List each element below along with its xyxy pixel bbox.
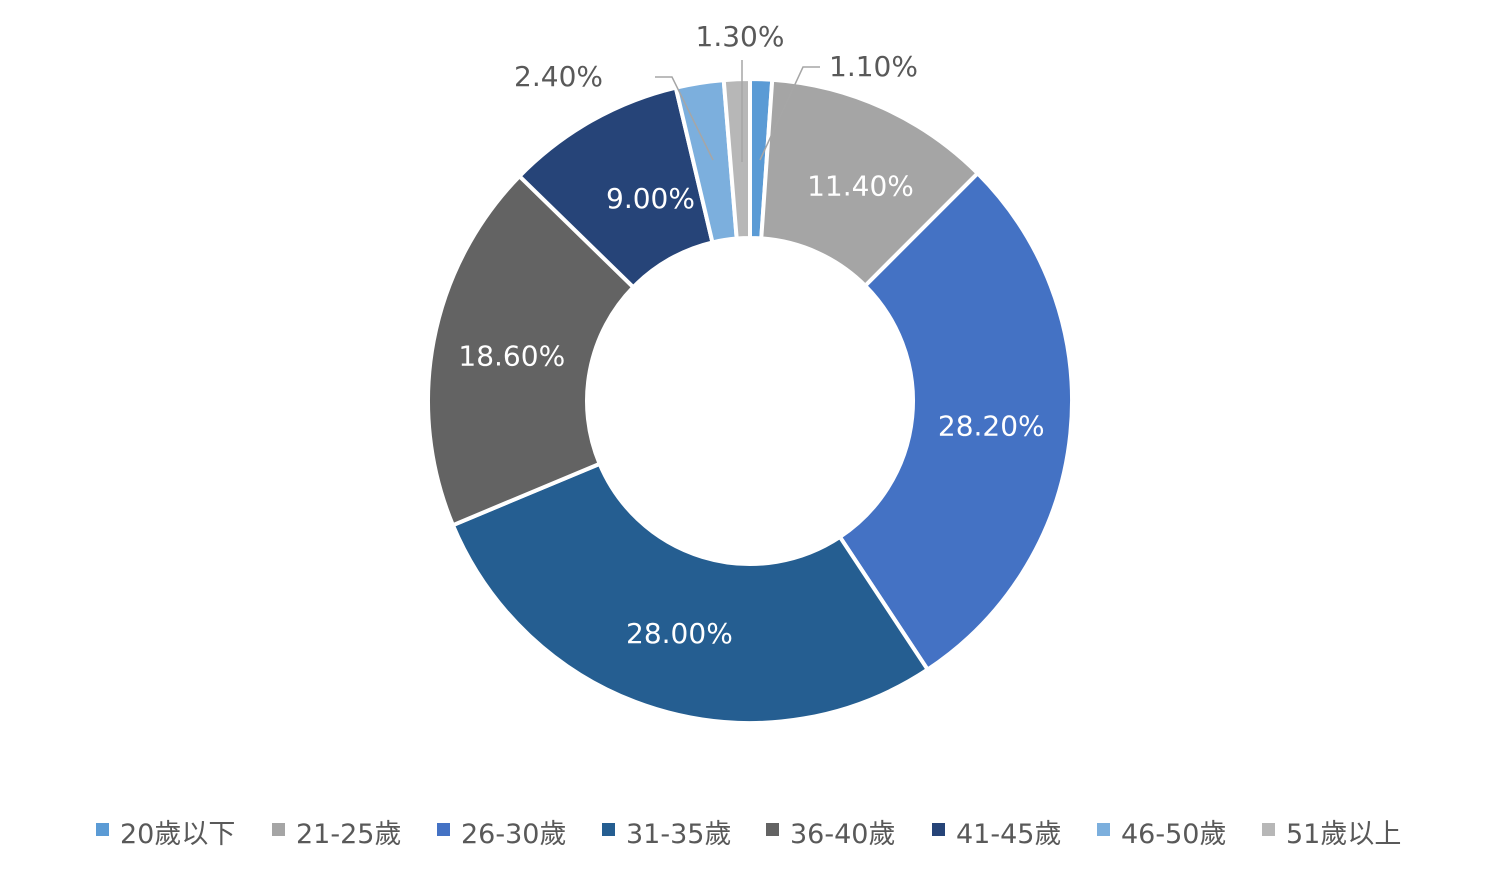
slice-31-35	[450, 461, 930, 725]
legend-item-26-30: 26-30歲	[437, 819, 566, 850]
slice-51-over	[721, 77, 752, 241]
data-label-26-30: 28.20%	[938, 409, 1045, 442]
legend-item-36-40: 36-40歲	[766, 819, 895, 850]
data-label-51-over: 1.30%	[696, 20, 785, 53]
slice-36-40	[426, 174, 636, 528]
legend-swatch-46-50	[1097, 823, 1110, 836]
data-label-36-40: 18.60%	[458, 340, 565, 373]
legend-label-21-25: 21-25歲	[296, 819, 401, 850]
legend-label-31-35: 31-35歲	[626, 819, 731, 850]
legend-label-51-over: 51歲以上	[1286, 819, 1401, 850]
legend: 20歲以下 21-25歲 26-30歲 31-35歲 36-40歲 41-45歲 46-50…	[96, 819, 1401, 850]
legend-item-46-50: 46-50歲	[1097, 819, 1226, 850]
legend-label-20-under: 20歲以下	[120, 819, 235, 850]
data-labels: 1.10% 11.40% 28.20% 28.00% 18.60% 9.00% 2.40% 1…	[458, 20, 1044, 650]
legend-label-36-40: 36-40歲	[790, 819, 895, 850]
legend-label-26-30: 26-30歲	[461, 819, 566, 850]
leader-lines	[655, 60, 820, 162]
legend-item-31-35: 31-35歲	[602, 819, 731, 850]
leader-line-46-50	[655, 76, 714, 161]
legend-item-41-45: 41-45歲	[932, 819, 1061, 850]
data-label-46-50: 2.40%	[514, 60, 603, 93]
legend-item-20-under: 20歲以下	[96, 819, 235, 850]
legend-swatch-20-under	[96, 823, 109, 836]
legend-item-21-25: 21-25歲	[272, 819, 401, 850]
legend-swatch-36-40	[766, 823, 779, 836]
slice-26-30	[837, 171, 1074, 672]
data-label-41-45: 9.00%	[606, 182, 695, 215]
legend-swatch-41-45	[932, 823, 945, 836]
legend-swatch-51-over	[1262, 823, 1275, 836]
legend-swatch-31-35	[602, 823, 615, 836]
legend-label-41-45: 41-45歲	[956, 819, 1061, 850]
data-label-20-under: 1.10%	[829, 50, 918, 83]
donut-slices	[426, 77, 1074, 725]
slice-21-25	[759, 77, 980, 288]
data-label-31-35: 28.00%	[626, 617, 733, 650]
legend-swatch-26-30	[437, 823, 450, 836]
leader-line-20-under	[759, 66, 820, 161]
legend-swatch-21-25	[272, 823, 285, 836]
legend-label-46-50: 46-50歲	[1121, 819, 1226, 850]
data-label-21-25: 11.40%	[807, 169, 914, 202]
legend-item-51-over: 51歲以上	[1262, 819, 1401, 850]
